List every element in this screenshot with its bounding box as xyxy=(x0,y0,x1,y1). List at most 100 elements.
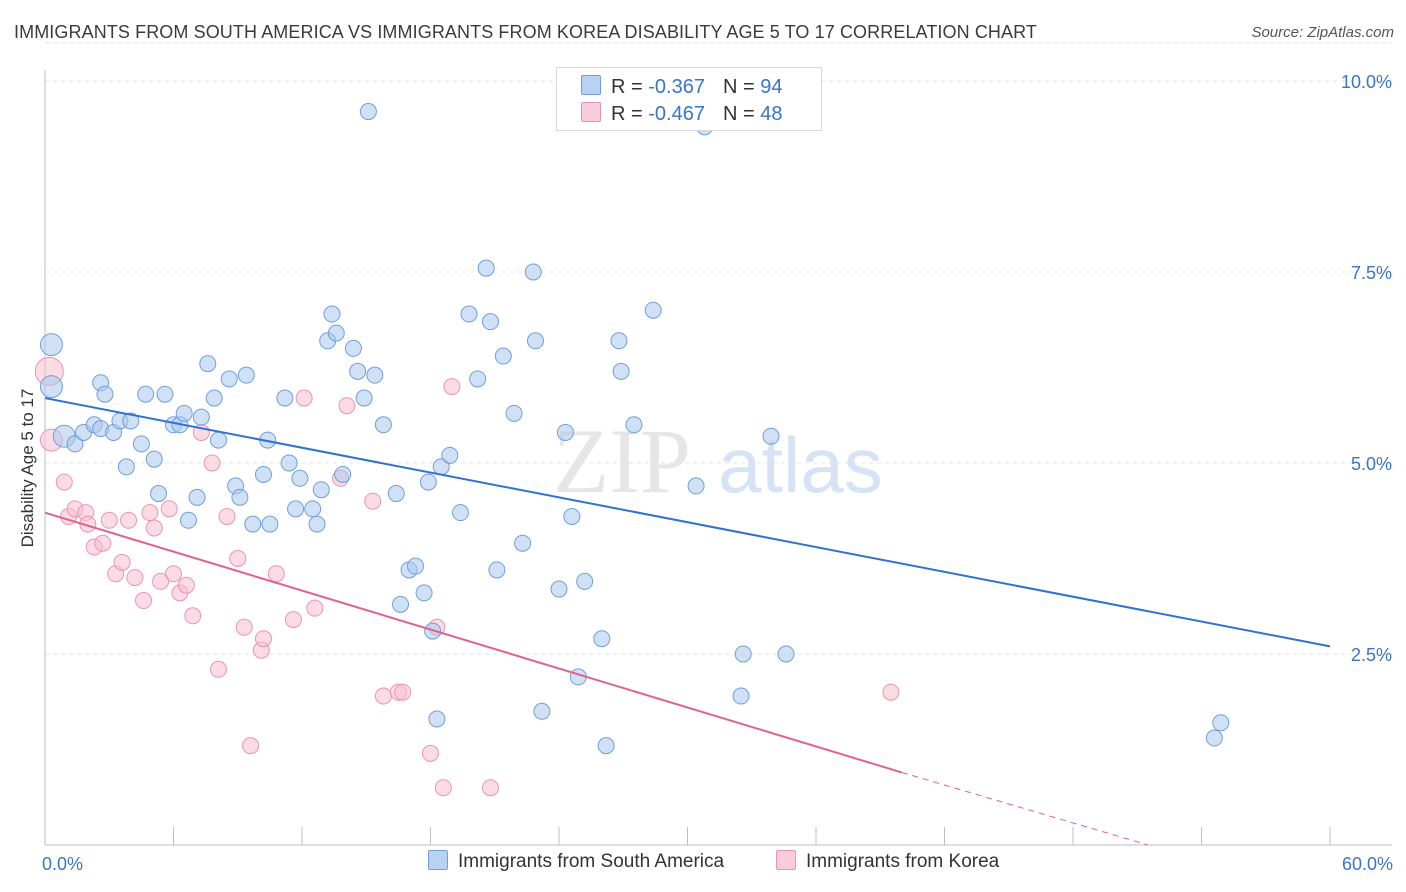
legend-label-south-america: Immigrants from South America xyxy=(458,851,725,872)
data-point-south-america xyxy=(460,305,478,323)
data-point-south-america xyxy=(209,431,227,449)
data-point-south-america xyxy=(451,504,469,522)
data-point-south-america xyxy=(407,557,425,575)
y-tick-label: 7.5% xyxy=(1351,263,1392,283)
data-point-south-america xyxy=(220,370,238,388)
series-legend: Immigrants from South America Immigrants… xyxy=(0,850,1406,880)
data-point-south-america xyxy=(494,347,512,365)
legend-n-value: 94 xyxy=(760,76,783,98)
data-point-south-america xyxy=(488,561,506,579)
data-point-south-america xyxy=(244,515,262,533)
data-point-korea xyxy=(203,454,221,472)
data-point-south-america xyxy=(644,301,662,319)
data-point-south-america xyxy=(117,458,135,476)
data-point-south-america xyxy=(280,454,298,472)
data-point-korea xyxy=(141,504,159,522)
legend-r-label: R = xyxy=(611,76,649,98)
data-point-korea xyxy=(184,607,202,625)
data-point-south-america xyxy=(428,710,446,728)
data-point-korea xyxy=(94,534,112,552)
legend-n-value: 48 xyxy=(760,103,783,125)
data-point-south-america xyxy=(597,737,615,755)
south-america-points xyxy=(39,103,1230,755)
chart-title: IMMIGRANTS FROM SOUTH AMERICA VS IMMIGRA… xyxy=(14,22,1038,42)
watermark-zip: ZIP xyxy=(553,410,691,512)
data-point-south-america xyxy=(563,507,581,525)
data-point-south-america xyxy=(156,385,174,403)
data-point-south-america xyxy=(777,645,795,663)
axes xyxy=(44,70,1392,846)
data-point-south-america xyxy=(734,645,752,663)
data-point-south-america xyxy=(612,362,630,380)
data-point-south-america xyxy=(308,515,326,533)
data-point-south-america xyxy=(732,687,750,705)
data-point-korea xyxy=(100,511,118,529)
legend-item-south-america: Immigrants from South America xyxy=(428,850,724,873)
data-point-south-america xyxy=(312,481,330,499)
data-point-south-america xyxy=(291,469,309,487)
x-tick-label: 60.0% xyxy=(1342,854,1393,874)
data-point-korea xyxy=(55,473,73,491)
source-credit: Source: ZipAtlas.com xyxy=(1251,24,1394,41)
data-point-south-america xyxy=(122,412,140,430)
data-point-korea xyxy=(120,511,138,529)
data-point-south-america xyxy=(524,263,542,281)
data-point-south-america xyxy=(145,450,163,468)
data-point-korea xyxy=(235,618,253,636)
trend-line-south-america xyxy=(44,397,1331,648)
data-point-south-america xyxy=(231,488,249,506)
watermark-atlas: atlas xyxy=(718,421,883,509)
data-point-south-america xyxy=(610,332,628,350)
data-point-south-america xyxy=(1205,729,1223,747)
data-point-south-america xyxy=(366,366,384,384)
data-point-south-america xyxy=(192,408,210,426)
trend-line-korea xyxy=(44,511,902,774)
data-point-korea xyxy=(165,565,182,583)
data-point-korea xyxy=(364,492,382,510)
data-point-korea xyxy=(242,737,260,755)
legend-row-south-america: R = -0.367 N = 94 xyxy=(581,75,782,99)
data-point-south-america xyxy=(334,465,352,483)
data-point-korea xyxy=(177,576,195,594)
data-point-south-america xyxy=(132,435,150,453)
x-tick-label: 0.0% xyxy=(42,854,83,874)
data-point-south-america xyxy=(261,515,279,533)
data-point-korea xyxy=(113,553,131,571)
y-axis-label: Disability Age 5 to 17 xyxy=(18,388,37,548)
data-point-south-america xyxy=(205,389,223,407)
data-point-korea xyxy=(254,630,272,648)
data-point-south-america xyxy=(96,385,114,403)
y-tick-label: 5.0% xyxy=(1351,454,1392,474)
data-point-south-america xyxy=(175,404,193,422)
data-point-south-america xyxy=(593,630,611,648)
data-point-south-america xyxy=(199,355,217,373)
tick-labels: 2.5% 5.0% 7.5% 10.0% 0.0% 60.0% xyxy=(42,72,1393,874)
data-point-korea xyxy=(126,569,144,587)
data-point-south-america xyxy=(150,485,168,503)
correlation-legend: R = -0.367 N = 94 R = -0.467 N = 48 xyxy=(556,67,822,131)
y-tick-label: 2.5% xyxy=(1351,645,1392,665)
data-point-south-america xyxy=(287,500,305,518)
data-point-south-america xyxy=(526,332,544,350)
data-point-korea xyxy=(135,592,153,610)
data-point-south-america xyxy=(179,511,197,529)
data-point-south-america xyxy=(327,324,345,342)
data-point-south-america xyxy=(441,446,459,464)
data-point-south-america xyxy=(469,370,487,388)
trend-lines xyxy=(44,397,1331,846)
data-point-south-america xyxy=(276,389,294,407)
data-point-south-america xyxy=(39,375,63,399)
data-point-south-america xyxy=(374,416,392,434)
data-point-south-america xyxy=(481,313,499,331)
grid-lines xyxy=(45,42,1392,655)
data-point-korea xyxy=(229,550,247,567)
legend-swatch-blue xyxy=(428,850,448,870)
data-point-south-america xyxy=(304,500,322,518)
data-point-korea xyxy=(374,687,392,705)
trend-line-korea-extension xyxy=(901,771,1149,846)
data-point-korea xyxy=(481,779,499,797)
data-point-korea xyxy=(434,779,452,797)
watermark: ZIP atlas xyxy=(553,410,883,512)
data-point-south-america xyxy=(392,595,410,613)
